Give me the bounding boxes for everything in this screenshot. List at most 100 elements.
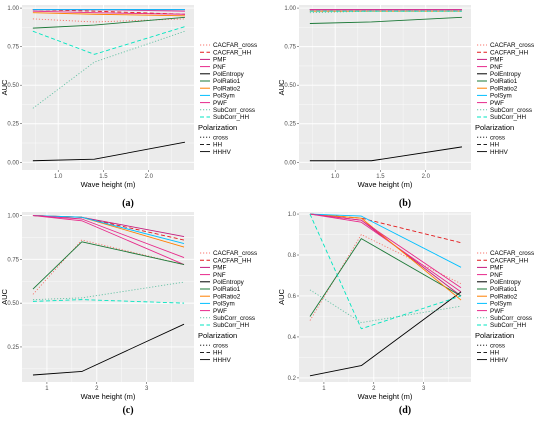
x-tick-label: 1.0: [54, 174, 63, 180]
x-axis-title: Wave height (m): [358, 392, 413, 401]
y-tick-label: 0.00: [7, 160, 19, 166]
series-line-cacfar-cross: [32, 239, 185, 295]
y-tick-label: 0.25: [7, 345, 19, 351]
series-line-polratio1: [32, 241, 185, 290]
legend-label: SubCorr_cross: [490, 107, 532, 114]
x-tick-label: 2: [95, 386, 99, 392]
legend-label: PolRatio2: [213, 293, 241, 300]
x-tick-label: 2.0: [145, 174, 154, 180]
x-tick-label: 1.0: [331, 174, 340, 180]
legend-label: cross: [213, 342, 228, 349]
legend-label: PolRatio2: [490, 85, 518, 92]
y-axis-title: AUC: [0, 79, 9, 95]
series-line-polsym: [309, 213, 462, 268]
legend-label: CACFAR_HH: [213, 49, 252, 56]
x-tick-label: 1.5: [99, 174, 108, 180]
series-line-subcorr-hh: [32, 26, 186, 55]
legend-label: HHHV: [490, 149, 509, 156]
series-line-subcorr-hh: [309, 213, 462, 330]
y-tick-label: 0.50: [7, 301, 19, 307]
legend-label: PMF: [213, 57, 226, 64]
y-tick-label: 0.50: [7, 83, 19, 89]
legend-title: Polarization: [198, 123, 237, 132]
legend-label: HHHV: [213, 357, 232, 364]
y-tick-label: 0.00: [284, 160, 296, 166]
series-line-cacfar-hh: [32, 9, 185, 15]
y-tick-label: 1.0: [288, 212, 297, 218]
x-tick-label: 3: [422, 386, 426, 392]
legend-label: SubCorr_HH: [490, 322, 526, 329]
x-tick-label: 3: [145, 386, 149, 392]
y-axis-title: AUC: [277, 289, 286, 305]
series-line-pwf: [309, 213, 462, 289]
legend-label: HH: [213, 142, 223, 149]
series-line-polentropy: [309, 146, 463, 162]
panel-caption: (b): [399, 198, 411, 209]
legend-label: PolRatio2: [213, 85, 241, 92]
x-tick-label: 1: [322, 386, 326, 392]
legend-label: SubCorr_cross: [213, 107, 255, 114]
legend-label: CACFAR_HH: [213, 257, 252, 264]
y-tick-label: 0.75: [284, 45, 296, 51]
legend-label: PolEntropy: [490, 279, 522, 286]
panel-caption: (d): [399, 405, 411, 416]
chart-panel-4: 0.2 0.4 0.6 0.8 1.0 1 2 3 Wave height (m) AUC (d) C…: [277, 212, 534, 416]
y-tick-label: 0.50: [284, 83, 296, 89]
chart-panel-2: 0.00 0.25 0.50 0.75 1.00 1.0 1.5 2.0 Wave height…: [277, 5, 534, 209]
legend-label: PMF: [490, 57, 503, 64]
x-axis-title: Wave height (m): [81, 392, 136, 401]
legend-label: CACFAR_HH: [490, 257, 529, 264]
legend-label: CACFAR_cross: [213, 250, 257, 257]
series-line-cacfar-hh: [309, 213, 462, 244]
legend-title: Polarization: [475, 331, 514, 340]
panel-caption: (a): [122, 198, 134, 209]
legend-label: SubCorr_HH: [213, 322, 249, 329]
legend-methods: CACFAR_crossCACFAR_HHPMFPNFPolEntropyPol…: [477, 42, 534, 121]
legend-label: CACFAR_cross: [490, 42, 534, 49]
legend-methods: CACFAR_crossCACFAR_HHPMFPNFPolEntropyPol…: [200, 42, 257, 121]
legend-label: CACFAR_HH: [490, 49, 529, 56]
y-tick-label: 0.4: [288, 335, 297, 341]
series-line-subcorr-cross: [309, 289, 462, 324]
series-line-polratio1: [309, 238, 462, 317]
series-line-pnf: [309, 213, 462, 293]
legend-label: PolRatio1: [213, 78, 241, 85]
legend-label: cross: [490, 134, 505, 141]
legend-label: HHHV: [213, 149, 232, 156]
legend-label: PolRatio1: [490, 286, 518, 293]
legend-label: PNF: [490, 64, 503, 71]
legend-label: cross: [490, 342, 505, 349]
series-line-polentropy: [309, 291, 462, 377]
x-tick-label: 2: [372, 386, 376, 392]
legend-label: PNF: [213, 64, 226, 71]
x-axis-title: Wave height (m): [81, 180, 136, 189]
legend-label: PolSym: [213, 301, 235, 308]
legend-label: PolSym: [213, 93, 235, 100]
series-line-pwf: [32, 215, 185, 258]
series-line-subcorr-cross: [32, 281, 185, 301]
series-line-polratio1: [32, 16, 185, 29]
series-line-polentropy: [32, 323, 185, 376]
legend-label: PolSym: [490, 301, 512, 308]
legend-label: PolEntropy: [213, 279, 245, 286]
legend-label: PolRatio2: [490, 293, 518, 300]
chart-panel-3: 0.25 0.50 0.75 1.00 1 2 3 Wave height (m) AUC (c)…: [0, 212, 257, 416]
y-tick-label: 0.8: [288, 253, 297, 259]
legend-label: PWF: [490, 100, 504, 107]
y-axis-title: AUC: [0, 289, 9, 305]
legend-label: HHHV: [490, 357, 509, 364]
legend-label: PolSym: [490, 93, 512, 100]
series-line-polsym: [32, 215, 185, 244]
series-line-polratio2: [32, 12, 185, 17]
plot-area: [22, 212, 194, 382]
legend-label: PMF: [490, 265, 503, 272]
x-tick-label: 1.5: [376, 174, 385, 180]
legend-label: PWF: [490, 308, 504, 315]
legend-methods: CACFAR_crossCACFAR_HHPMFPNFPolEntropyPol…: [200, 250, 257, 329]
legend-label: PWF: [213, 308, 227, 315]
